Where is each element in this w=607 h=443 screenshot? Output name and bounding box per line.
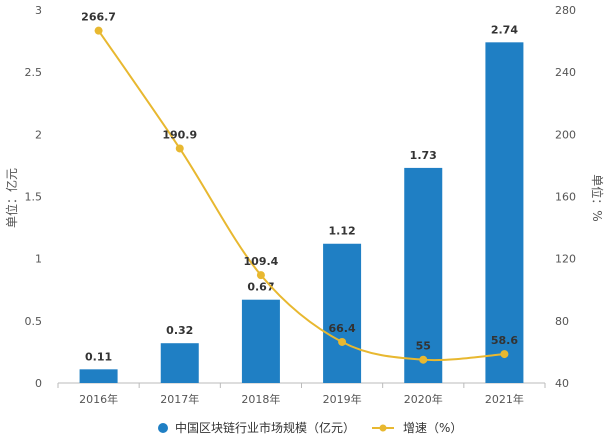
x-axis: 2016年 2017年 2018年 2019年 2020年 2021年 (57, 383, 546, 406)
left-y-tick-label: 0 (35, 377, 42, 390)
bar-data-label: 1.73 (410, 149, 437, 162)
line-point (419, 355, 428, 364)
left-y-tick-label: 2.5 (25, 66, 43, 79)
x-tick-label: 2018年 (241, 392, 280, 406)
left-axis-title: 单位：亿元 (4, 168, 19, 228)
line-data-label: 266.7 (81, 11, 116, 24)
bar (323, 243, 362, 383)
x-tick-label: 2017年 (160, 392, 199, 406)
left-y-tick-label: 1.5 (25, 191, 43, 204)
right-y-tick-label: 120 (555, 253, 576, 266)
legend-line-dot (379, 424, 387, 432)
x-tick-label: 2019年 (323, 392, 362, 406)
bar-data-label: 0.32 (166, 324, 193, 337)
legend-bar-swatch (158, 423, 168, 433)
line-data-label: 66.4 (329, 322, 356, 335)
right-axis-title: 单位：% (590, 174, 605, 221)
x-tick-label: 2016年 (79, 392, 118, 406)
bar-data-labels: 0.110.320.671.121.732.74 (85, 23, 518, 363)
right-y-tick-label: 40 (555, 377, 569, 390)
bar-data-label: 2.74 (491, 23, 518, 36)
x-tick-label: 2021年 (485, 392, 524, 406)
bar (485, 42, 524, 384)
right-y-tick-label: 80 (555, 315, 569, 328)
left-y-tick-label: 2 (35, 128, 42, 141)
right-y-tick-label: 280 (555, 4, 576, 17)
x-tick-label: 2020年 (404, 392, 443, 406)
left-y-tick-label: 3 (35, 4, 42, 17)
legend-line-label: 增速（%） (403, 421, 462, 435)
line-data-labels: 266.7 190.9 109.4 66.4 55 58.6 (81, 11, 518, 353)
legend-bar-label: 中国区块链行业市场规模（亿元） (175, 420, 355, 435)
right-y-axis: 40 80 120 160 200 240 280 (555, 4, 576, 390)
bar-series (79, 42, 524, 384)
left-y-tick-label: 1 (35, 253, 42, 266)
growth-line (97, 30, 505, 362)
line-point (256, 271, 265, 280)
bar (241, 299, 280, 383)
right-y-tick-label: 240 (555, 66, 576, 79)
line-data-label: 109.4 (244, 255, 279, 268)
line-data-label: 58.6 (491, 334, 518, 347)
right-y-tick-label: 160 (555, 191, 576, 204)
line-point (175, 144, 184, 153)
bar (79, 369, 118, 383)
bar-data-label: 1.12 (329, 225, 356, 238)
line-point (338, 337, 347, 346)
left-y-axis: 0 0.5 1 1.5 2 2.5 3 (25, 4, 43, 390)
bar (160, 343, 199, 383)
bar (404, 167, 443, 383)
line-data-label: 190.9 (162, 128, 197, 141)
line-series (94, 26, 509, 364)
legend: 中国区块链行业市场规模（亿元） 增速（%） (158, 420, 462, 435)
left-y-tick-label: 0.5 (25, 315, 43, 328)
line-point (500, 350, 509, 359)
line-point (94, 26, 103, 35)
line-data-label: 55 (416, 340, 431, 353)
bar-data-label: 0.11 (85, 350, 112, 363)
right-y-tick-label: 200 (555, 128, 576, 141)
